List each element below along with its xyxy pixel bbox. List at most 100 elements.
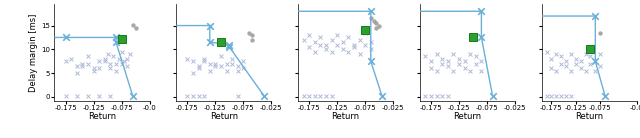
Point xyxy=(561,60,571,62)
Point xyxy=(470,63,481,65)
X-axis label: Return: Return xyxy=(575,112,604,121)
Point xyxy=(188,60,198,62)
Point xyxy=(83,55,93,58)
Point xyxy=(431,70,442,72)
Point xyxy=(586,48,596,51)
Point xyxy=(114,58,124,60)
Point xyxy=(316,43,326,46)
Point xyxy=(371,22,381,24)
Point xyxy=(547,58,557,60)
Point xyxy=(600,95,610,97)
Y-axis label: Delay margin [ms]: Delay margin [ms] xyxy=(29,13,38,92)
Point xyxy=(199,60,209,62)
Point xyxy=(233,95,243,97)
Point xyxy=(116,63,127,65)
Point xyxy=(326,51,337,53)
Point xyxy=(131,27,141,29)
Point xyxy=(571,63,581,65)
Point xyxy=(188,95,198,97)
Point xyxy=(561,95,571,97)
Point xyxy=(547,95,557,97)
Point xyxy=(304,95,314,97)
Point xyxy=(365,60,376,62)
Point xyxy=(586,55,596,58)
Point xyxy=(371,27,381,29)
Point xyxy=(460,67,470,70)
Point xyxy=(443,95,453,97)
Point xyxy=(310,95,320,97)
Point xyxy=(304,46,314,48)
Point xyxy=(556,95,566,97)
Point xyxy=(571,58,581,60)
Point xyxy=(443,60,453,62)
Point xyxy=(551,95,561,97)
Point xyxy=(575,60,586,62)
Point xyxy=(321,95,331,97)
Point xyxy=(72,65,82,67)
Point xyxy=(244,32,254,34)
Point xyxy=(343,51,353,53)
Point xyxy=(60,36,70,39)
Point xyxy=(551,53,561,55)
Point xyxy=(437,63,447,65)
Point xyxy=(199,95,209,97)
Point xyxy=(454,63,464,65)
Point xyxy=(431,53,442,55)
Point xyxy=(83,63,93,65)
Point xyxy=(443,65,453,67)
Point xyxy=(316,95,326,97)
Point xyxy=(94,67,104,70)
Point xyxy=(365,41,376,43)
Point xyxy=(77,63,88,65)
Point xyxy=(590,60,600,62)
Point xyxy=(566,95,576,97)
Point xyxy=(205,41,215,43)
Point xyxy=(437,58,447,60)
Point xyxy=(420,55,431,58)
X-axis label: Return: Return xyxy=(453,112,481,121)
Point xyxy=(468,36,478,39)
Point xyxy=(304,34,314,36)
Point xyxy=(224,43,234,46)
Point xyxy=(238,67,248,70)
Point xyxy=(193,95,204,97)
Point xyxy=(590,15,600,17)
Point xyxy=(72,72,82,74)
Point xyxy=(122,65,132,67)
Point xyxy=(595,32,605,34)
Point xyxy=(460,60,470,62)
Point xyxy=(360,32,371,34)
Point xyxy=(298,95,308,97)
Point xyxy=(338,41,348,43)
Point xyxy=(580,53,591,55)
Point xyxy=(216,41,226,43)
Point xyxy=(566,70,576,72)
Point xyxy=(476,60,486,62)
Point xyxy=(431,95,442,97)
Point xyxy=(205,63,215,65)
Point xyxy=(426,67,436,70)
Point xyxy=(127,95,138,97)
Point xyxy=(321,48,331,51)
Point xyxy=(590,60,600,62)
Point xyxy=(188,72,198,74)
Point xyxy=(83,95,93,97)
Point xyxy=(122,58,132,60)
Point xyxy=(88,67,99,70)
Point xyxy=(580,70,591,72)
Point xyxy=(556,63,566,65)
Point xyxy=(88,70,99,72)
Point xyxy=(211,65,221,67)
Point xyxy=(470,55,481,58)
Point xyxy=(72,95,82,97)
Point xyxy=(66,58,76,60)
Point xyxy=(199,58,209,60)
Point xyxy=(310,51,320,53)
Point xyxy=(105,67,115,70)
Point xyxy=(182,95,193,97)
Point xyxy=(211,63,221,65)
Point xyxy=(448,70,458,72)
Point xyxy=(556,55,566,58)
Point xyxy=(575,67,586,70)
Point xyxy=(102,53,113,55)
